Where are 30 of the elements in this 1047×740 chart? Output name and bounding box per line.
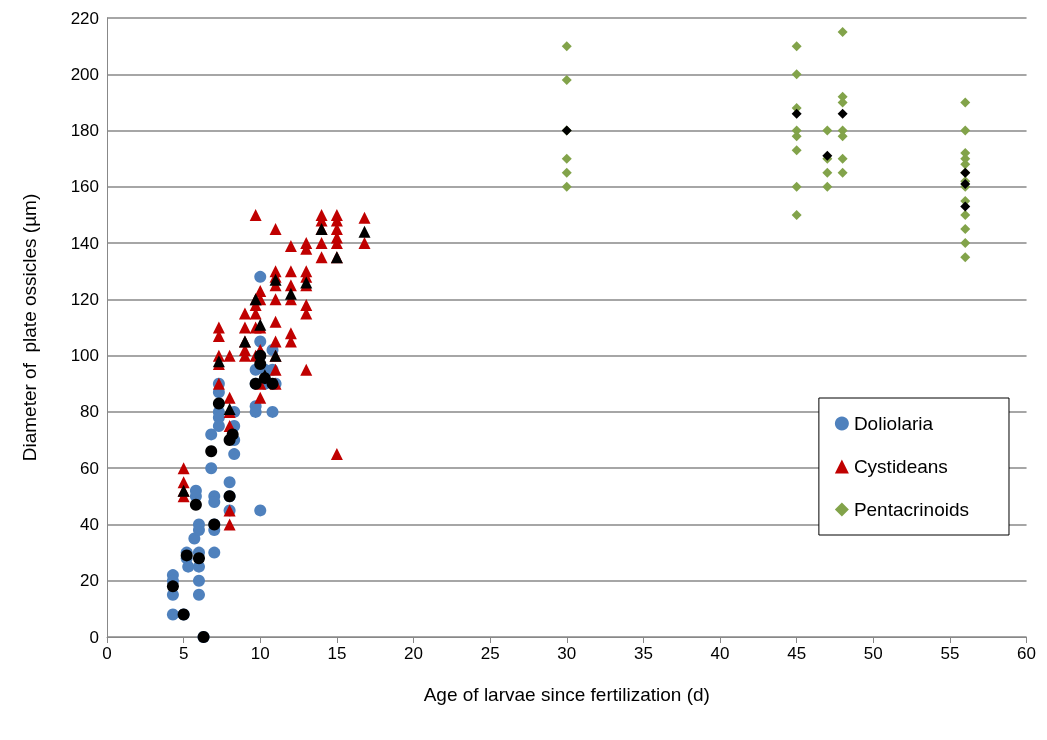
x-tick-label: 45	[787, 644, 807, 663]
x-tick-label: 0	[102, 644, 112, 663]
y-axis-title: Diameter of plate ossicles (µm)	[19, 193, 40, 462]
legend-label: Pentacrinoids	[853, 499, 969, 520]
y-tick-label: 120	[70, 289, 99, 309]
y-tick-label: 60	[80, 458, 99, 478]
y-tick-label: 160	[70, 177, 99, 197]
y-tick-label: 100	[70, 346, 99, 366]
x-tick-label: 10	[250, 644, 270, 663]
y-tick-label: 0	[89, 627, 99, 647]
x-tick-label: 20	[404, 644, 423, 663]
y-tick-label: 140	[70, 233, 99, 253]
y-tick-label: 220	[70, 8, 99, 28]
x-tick-label: 35	[633, 644, 653, 663]
x-tick-label: 60	[1017, 644, 1037, 663]
x-axis-title: Age of larvae since fertilization (d)	[423, 684, 710, 705]
y-tick-label: 20	[80, 571, 99, 591]
x-tick-label: 15	[327, 644, 347, 663]
x-tick-label: 50	[863, 644, 883, 663]
y-tick-label: 80	[80, 402, 99, 422]
y-tick-label: 180	[70, 121, 99, 141]
legend-label: Cystideans	[853, 456, 948, 477]
x-tick-label: 40	[710, 644, 730, 663]
y-tick-label: 200	[70, 64, 99, 84]
y-tick-label: 40	[80, 514, 99, 534]
x-tick-label: 55	[940, 644, 960, 663]
legend-label: Doliolaria	[853, 413, 934, 434]
x-tick-label: 25	[480, 644, 500, 663]
x-tick-label: 5	[178, 644, 189, 663]
x-tick-label: 30	[557, 644, 577, 663]
